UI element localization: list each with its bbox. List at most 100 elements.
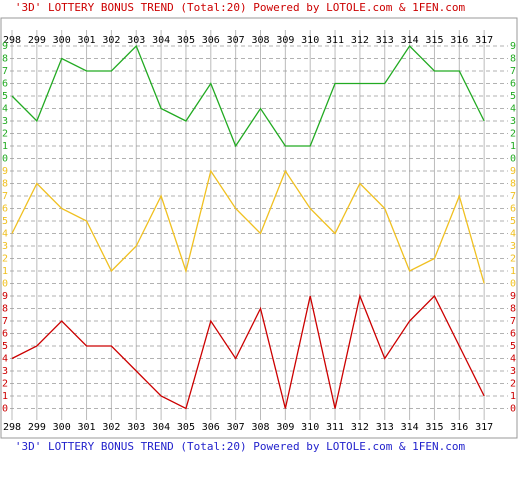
y-tick-label: 8 (510, 179, 516, 190)
x-tick-label: 317 (475, 35, 493, 46)
y-tick-label: 4 (510, 354, 516, 365)
x-tick-label: 315 (425, 422, 443, 433)
series-line (11, 169, 485, 284)
x-tick-label: 303 (127, 35, 145, 46)
y-tick-label: 0 (510, 404, 516, 415)
chart-footer: '3D' LOTTERY BONUS TREND (Total:20) Powe… (15, 440, 466, 453)
x-tick-label: 301 (78, 35, 96, 46)
y-tick-label: 2 (2, 254, 8, 265)
y-tick-label: 0 (2, 279, 8, 290)
y-tick-label: 7 (2, 191, 8, 202)
x-tick-label: 307 (227, 35, 245, 46)
x-tick-label: 313 (376, 422, 394, 433)
chart-title: '3D' LOTTERY BONUS TREND (Total:20) Powe… (15, 1, 466, 14)
x-tick-label: 303 (127, 422, 145, 433)
x-tick-label: 317 (475, 422, 493, 433)
y-tick-label: 5 (2, 341, 8, 352)
x-tick-label: 312 (351, 422, 369, 433)
x-tick-label: 309 (276, 422, 294, 433)
y-tick-label: 5 (510, 216, 516, 227)
x-tick-label: 298 (3, 35, 21, 46)
y-tick-label: 1 (2, 391, 8, 402)
x-tick-label: 314 (401, 35, 419, 46)
x-tick-label: 314 (401, 422, 419, 433)
y-tick-label: 4 (2, 354, 8, 365)
y-tick-label: 3 (510, 241, 516, 252)
x-tick-label: 304 (152, 422, 170, 433)
y-tick-label: 9 (2, 166, 8, 177)
y-tick-label: 7 (510, 66, 516, 77)
x-tick-label: 302 (102, 422, 120, 433)
x-tick-label: 298 (3, 422, 21, 433)
x-tick-label: 310 (301, 35, 319, 46)
x-tick-label: 308 (251, 35, 269, 46)
y-tick-label: 3 (2, 241, 8, 252)
y-tick-label: 1 (2, 266, 8, 277)
y-tick-label: 9 (510, 291, 516, 302)
y-tick-label: 5 (510, 91, 516, 102)
y-tick-label: 5 (510, 341, 516, 352)
y-tick-label: 9 (510, 166, 516, 177)
y-tick-label: 0 (2, 154, 8, 165)
y-tick-label: 0 (510, 154, 516, 165)
y-tick-label: 4 (2, 229, 8, 240)
y-tick-label: 8 (2, 179, 8, 190)
y-tick-label: 6 (2, 204, 8, 215)
x-tick-label: 310 (301, 422, 319, 433)
x-tick-label: 316 (450, 422, 468, 433)
y-tick-label: 7 (2, 316, 8, 327)
x-tick-label: 300 (53, 422, 71, 433)
y-tick-label: 6 (2, 329, 8, 340)
x-tick-label: 306 (202, 422, 220, 433)
x-tick-label: 305 (177, 35, 195, 46)
x-tick-label: 313 (376, 35, 394, 46)
x-tick-label: 306 (202, 35, 220, 46)
x-tick-label: 302 (102, 35, 120, 46)
y-tick-label: 6 (510, 329, 516, 340)
y-tick-label: 2 (510, 254, 516, 265)
y-tick-label: 6 (2, 79, 8, 90)
x-tick-label: 312 (351, 35, 369, 46)
y-tick-label: 2 (2, 129, 8, 140)
x-tick-label: 311 (326, 35, 344, 46)
y-tick-label: 8 (2, 304, 8, 315)
y-tick-label: 3 (510, 366, 516, 377)
y-tick-label: 2 (510, 129, 516, 140)
x-tick-label: 307 (227, 422, 245, 433)
y-tick-label: 5 (2, 216, 8, 227)
x-tick-label: 315 (425, 35, 443, 46)
x-tick-label: 305 (177, 422, 195, 433)
y-tick-label: 9 (2, 41, 8, 52)
x-tick-label: 309 (276, 35, 294, 46)
y-tick-label: 1 (510, 266, 516, 277)
y-tick-label: 3 (2, 366, 8, 377)
y-tick-label: 7 (510, 316, 516, 327)
y-tick-label: 2 (510, 379, 516, 390)
y-tick-label: 8 (510, 54, 516, 65)
y-tick-label: 4 (2, 104, 8, 115)
x-tick-label: 301 (78, 422, 96, 433)
y-tick-label: 0 (510, 279, 516, 290)
plot-frame (0, 17, 518, 439)
y-tick-label: 5 (2, 91, 8, 102)
y-tick-label: 3 (2, 116, 8, 127)
y-tick-label: 1 (2, 141, 8, 152)
y-tick-label: 3 (510, 116, 516, 127)
y-tick-label: 9 (2, 291, 8, 302)
series-line (11, 44, 485, 148)
x-tick-label: 308 (251, 422, 269, 433)
x-tick-label: 304 (152, 35, 170, 46)
x-tick-label: 300 (53, 35, 71, 46)
y-tick-label: 0 (2, 404, 8, 415)
y-tick-label: 1 (510, 391, 516, 402)
y-tick-label: 1 (510, 141, 516, 152)
y-tick-label: 8 (510, 304, 516, 315)
x-tick-label: 299 (28, 422, 46, 433)
y-tick-label: 9 (510, 41, 516, 52)
y-tick-label: 7 (2, 66, 8, 77)
series-line (11, 293, 485, 410)
y-tick-label: 4 (510, 104, 516, 115)
x-tick-label: 311 (326, 422, 344, 433)
y-tick-label: 6 (510, 79, 516, 90)
